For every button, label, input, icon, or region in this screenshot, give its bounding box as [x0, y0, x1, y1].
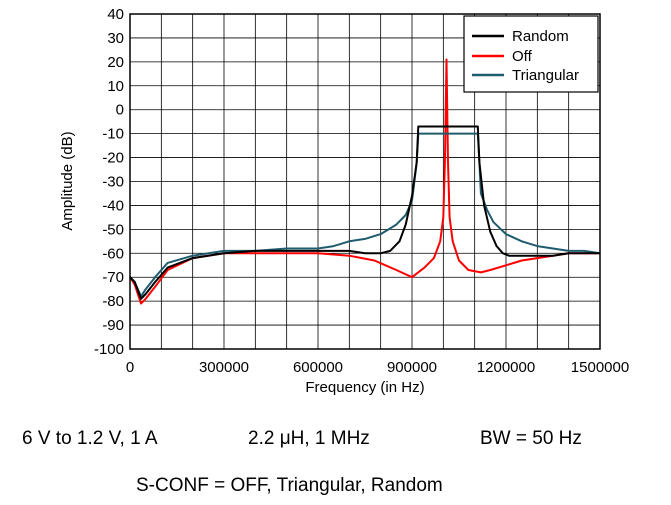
legend: Random Off Triangular	[463, 15, 599, 93]
x-tick-label: 0	[126, 359, 134, 376]
plot-frame	[129, 13, 601, 350]
y-tick-label: -70	[102, 269, 124, 286]
test-condition-inductor: 2.2 μH, 1 MHz	[248, 428, 370, 449]
legend-label-off: Off	[512, 48, 533, 65]
y-tick-label: -90	[102, 317, 124, 334]
y-axis-title: Amplitude (dB)	[59, 131, 76, 230]
y-tick-label: -100	[94, 341, 124, 358]
series-lines	[129, 58, 601, 305]
x-tick-label: 600000	[293, 359, 343, 376]
y-tick-label: -60	[102, 245, 124, 262]
y-tick-label: 30	[107, 30, 124, 47]
spectrum-chart: -100-90-80-70-60-50-40-30-20-10010203040…	[59, 6, 629, 396]
test-condition-voltage: 6 V to 1.2 V, 1 A	[22, 428, 158, 449]
y-tick-label: 0	[116, 102, 124, 119]
y-tick-label: 20	[107, 54, 124, 71]
legend-box	[463, 15, 599, 93]
legend-label-triangular: Triangular	[512, 67, 579, 84]
y-tick-label: 10	[107, 78, 124, 95]
y-tick-label: -20	[102, 150, 124, 167]
x-tick-label: 900000	[387, 359, 437, 376]
x-tick-label: 300000	[199, 359, 249, 376]
test-condition-bandwidth: BW = 50 Hz	[480, 428, 582, 449]
x-tick-label: 1500000	[571, 359, 629, 376]
x-axis-tick-labels: 0 300000 600000 900000 1200000 1500000	[126, 359, 629, 376]
y-tick-label: -30	[102, 174, 124, 191]
x-axis-title: Frequency (in Hz)	[305, 379, 424, 396]
y-tick-label: -40	[102, 197, 124, 214]
series-line-random	[129, 125, 600, 300]
y-tick-label: -50	[102, 221, 124, 238]
legend-label-random: Random	[512, 28, 569, 45]
spread-spectrum-config: S-CONF = OFF, Triangular, Random	[136, 475, 443, 496]
x-tick-label: 1200000	[477, 359, 535, 376]
y-tick-label: -80	[102, 293, 124, 310]
y-tick-label: 40	[107, 6, 124, 23]
y-tick-label: -10	[102, 126, 124, 143]
